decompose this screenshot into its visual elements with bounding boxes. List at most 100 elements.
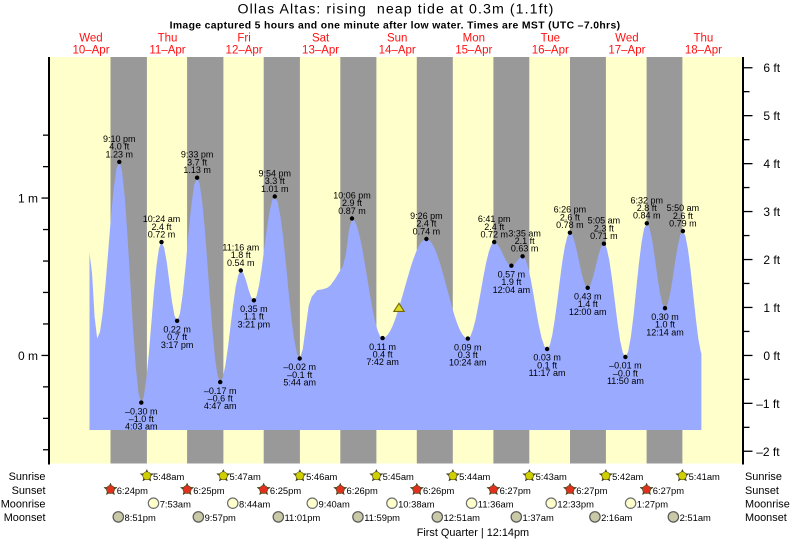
- svg-text:Moonset: Moonset: [4, 512, 46, 524]
- svg-text:2.6 ft: 2.6 ft: [673, 211, 694, 221]
- svg-text:0 m: 0 m: [18, 349, 38, 363]
- svg-text:Sunset: Sunset: [745, 485, 779, 497]
- svg-text:9:54 pm: 9:54 pm: [259, 169, 292, 179]
- svg-text:2.4 ft: 2.4 ft: [484, 222, 505, 232]
- svg-text:1 ft: 1 ft: [763, 301, 780, 315]
- svg-text:–0.17 m: –0.17 m: [204, 386, 237, 396]
- svg-text:0.79 m: 0.79 m: [669, 219, 697, 229]
- svg-text:2:16am: 2:16am: [601, 512, 632, 523]
- svg-text:5:48am: 5:48am: [153, 471, 184, 482]
- svg-text:14–Apr: 14–Apr: [379, 45, 416, 57]
- svg-text:First Quarter | 12:14pm: First Quarter | 12:14pm: [417, 527, 529, 539]
- svg-text:Sunset: Sunset: [12, 485, 46, 497]
- svg-text:Moonrise: Moonrise: [745, 499, 790, 511]
- svg-text:12–Apr: 12–Apr: [226, 45, 263, 57]
- svg-text:7:42 am: 7:42 am: [366, 357, 399, 367]
- svg-text:11:59pm: 11:59pm: [364, 512, 400, 523]
- svg-text:1.4 ft: 1.4 ft: [578, 299, 599, 309]
- svg-text:5:42am: 5:42am: [612, 471, 643, 482]
- svg-text:6 ft: 6 ft: [763, 61, 780, 75]
- svg-text:0.1 ft: 0.1 ft: [537, 360, 558, 370]
- svg-text:Mon: Mon: [463, 33, 485, 45]
- svg-text:Fri: Fri: [237, 33, 250, 45]
- svg-text:15–Apr: 15–Apr: [455, 45, 492, 57]
- svg-text:5:47am: 5:47am: [230, 471, 261, 482]
- svg-text:11:17 am: 11:17 am: [529, 368, 566, 378]
- svg-text:–1 ft: –1 ft: [756, 397, 780, 411]
- svg-text:12:33pm: 12:33pm: [557, 499, 594, 510]
- svg-text:6:27pm: 6:27pm: [576, 485, 607, 496]
- svg-text:6:27pm: 6:27pm: [500, 485, 531, 496]
- svg-text:1.13 m: 1.13 m: [183, 165, 211, 175]
- svg-text:–0.1 ft: –0.1 ft: [287, 370, 313, 380]
- svg-text:0.43 m: 0.43 m: [574, 292, 602, 302]
- svg-text:Moonset: Moonset: [745, 512, 787, 524]
- svg-text:5:44am: 5:44am: [459, 471, 490, 482]
- svg-text:16–Apr: 16–Apr: [532, 45, 569, 57]
- svg-text:12:04 am: 12:04 am: [493, 285, 531, 295]
- svg-text:–2 ft: –2 ft: [756, 445, 780, 459]
- svg-text:6:32 pm: 6:32 pm: [631, 195, 664, 205]
- svg-text:1.01 m: 1.01 m: [261, 184, 289, 194]
- svg-text:0.57 m: 0.57 m: [498, 269, 526, 279]
- svg-text:11:50 am: 11:50 am: [607, 376, 644, 386]
- svg-text:17–Apr: 17–Apr: [608, 45, 645, 57]
- svg-text:5:44 am: 5:44 am: [283, 378, 316, 388]
- svg-text:6:25pm: 6:25pm: [270, 485, 301, 496]
- svg-text:0.78 m: 0.78 m: [556, 220, 584, 230]
- svg-text:8:51pm: 8:51pm: [125, 512, 156, 523]
- svg-text:–0.01 m: –0.01 m: [609, 361, 642, 371]
- svg-text:0.7 ft: 0.7 ft: [167, 332, 188, 342]
- svg-text:4:03 am: 4:03 am: [125, 422, 158, 432]
- svg-text:2.9 ft: 2.9 ft: [342, 198, 363, 208]
- svg-text:18–Apr: 18–Apr: [685, 45, 722, 57]
- svg-text:0.4 ft: 0.4 ft: [373, 350, 394, 360]
- svg-text:–1.0 ft: –1.0 ft: [129, 414, 155, 424]
- svg-text:4.0 ft: 4.0 ft: [109, 142, 130, 152]
- svg-text:3 ft: 3 ft: [763, 205, 780, 219]
- svg-text:0.74 m: 0.74 m: [413, 226, 441, 236]
- svg-text:13–Apr: 13–Apr: [302, 45, 339, 57]
- svg-text:0.03 m: 0.03 m: [533, 353, 561, 363]
- svg-text:Thu: Thu: [158, 33, 178, 45]
- svg-text:Wed: Wed: [79, 33, 102, 45]
- svg-text:Thu: Thu: [693, 33, 713, 45]
- svg-text:4 ft: 4 ft: [763, 157, 780, 171]
- svg-text:11:01pm: 11:01pm: [285, 512, 321, 523]
- svg-text:7:53am: 7:53am: [160, 499, 191, 510]
- svg-text:0.84 m: 0.84 m: [633, 211, 661, 221]
- svg-text:0 ft: 0 ft: [763, 349, 780, 363]
- svg-text:2.4 ft: 2.4 ft: [416, 219, 437, 229]
- svg-text:1.8 ft: 1.8 ft: [231, 250, 252, 260]
- svg-text:Wed: Wed: [615, 33, 638, 45]
- svg-text:2 ft: 2 ft: [763, 253, 780, 267]
- svg-text:9:40am: 9:40am: [319, 499, 350, 510]
- svg-text:3:17 pm: 3:17 pm: [161, 340, 194, 350]
- svg-text:6:27pm: 6:27pm: [653, 485, 684, 496]
- svg-text:Sunrise: Sunrise: [9, 471, 46, 483]
- svg-text:5:41am: 5:41am: [689, 471, 720, 482]
- svg-text:5:45am: 5:45am: [383, 471, 414, 482]
- svg-text:9:10 pm: 9:10 pm: [103, 134, 136, 144]
- svg-text:6:26 pm: 6:26 pm: [554, 205, 587, 215]
- svg-text:0.35 m: 0.35 m: [240, 304, 268, 314]
- svg-text:0.22 m: 0.22 m: [163, 325, 191, 335]
- svg-text:1.1 ft: 1.1 ft: [244, 312, 265, 322]
- svg-text:5:46am: 5:46am: [306, 471, 337, 482]
- svg-text:0.54 m: 0.54 m: [227, 258, 255, 268]
- svg-text:12:00 am: 12:00 am: [569, 307, 607, 317]
- svg-text:8:44am: 8:44am: [239, 499, 270, 510]
- svg-text:5 ft: 5 ft: [763, 109, 780, 123]
- svg-text:2:51am: 2:51am: [680, 512, 711, 523]
- svg-text:0.3 ft: 0.3 ft: [458, 350, 479, 360]
- svg-text:6:26pm: 6:26pm: [347, 485, 378, 496]
- svg-text:–0.30 m: –0.30 m: [125, 406, 158, 416]
- svg-text:1.0 ft: 1.0 ft: [655, 320, 676, 330]
- svg-text:12:14 am: 12:14 am: [646, 327, 684, 337]
- svg-text:3.3 ft: 3.3 ft: [265, 176, 286, 186]
- svg-text:10–Apr: 10–Apr: [72, 45, 109, 57]
- svg-text:2.1 ft: 2.1 ft: [515, 236, 536, 246]
- svg-text:2.6 ft: 2.6 ft: [560, 212, 581, 222]
- svg-text:1 m: 1 m: [18, 192, 38, 206]
- svg-text:–0.6 ft: –0.6 ft: [208, 394, 234, 404]
